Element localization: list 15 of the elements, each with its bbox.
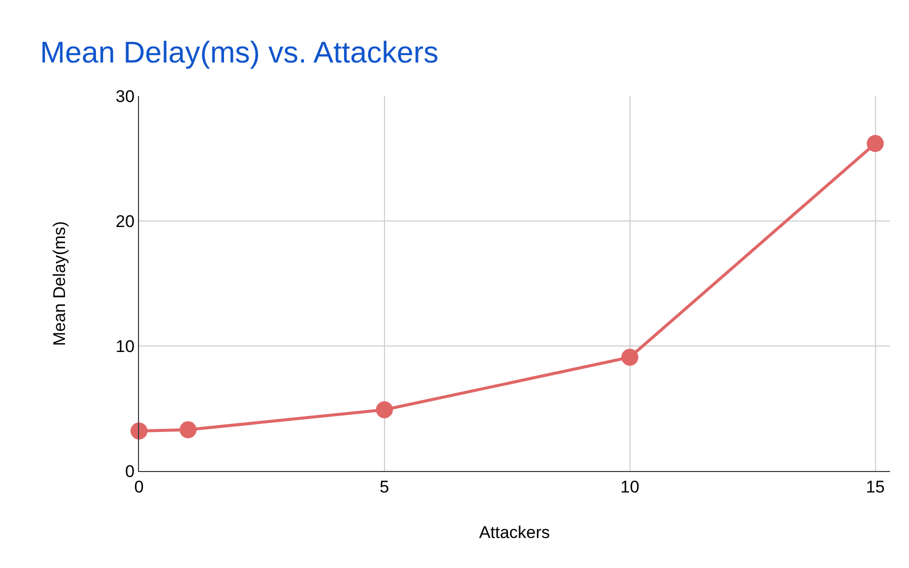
x-axis-title: Attackers	[479, 522, 550, 542]
y-tick-label: 0	[125, 462, 135, 481]
point	[866, 135, 884, 152]
x-tick-label: 15	[866, 477, 885, 496]
point	[180, 421, 197, 438]
x-tick-label: 5	[380, 477, 390, 496]
y-axis-title: Mean Delay(ms)	[50, 221, 70, 346]
x-tick-label: 10	[620, 477, 640, 496]
y-tick-label: 30	[116, 86, 135, 106]
y-tick-label: 10	[116, 336, 135, 356]
chart-title: Mean Delay(ms) vs. Attackers	[40, 36, 438, 70]
y-tick-label: 20	[116, 212, 135, 231]
point	[376, 401, 393, 418]
point	[621, 348, 638, 366]
point	[130, 422, 148, 440]
